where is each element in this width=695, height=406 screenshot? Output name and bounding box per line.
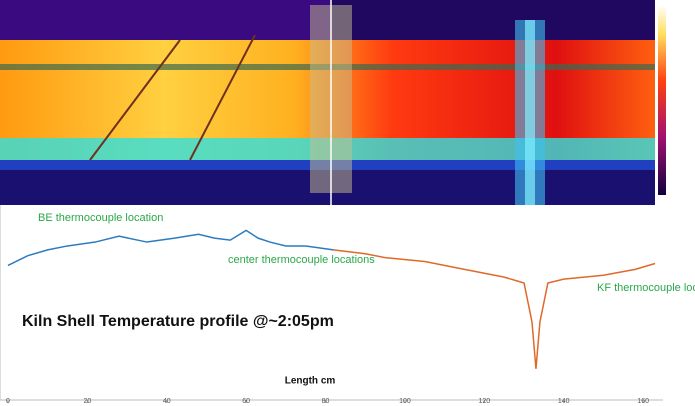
- thermal-image: [0, 0, 666, 205]
- x-tick-label: 140: [558, 398, 570, 405]
- x-tick-label: 40: [163, 398, 171, 405]
- annotation: KF thermocouple location: [597, 282, 695, 294]
- data-line: [333, 249, 656, 369]
- plot-area: [0, 205, 695, 406]
- x-tick-label: 100: [399, 398, 411, 405]
- x-tick-label: 120: [479, 398, 491, 405]
- x-tick-label: 0: [6, 398, 10, 405]
- x-tick-label: 80: [322, 398, 330, 405]
- annotation: center thermocouple locations: [228, 254, 375, 266]
- x-tick-label: 60: [242, 398, 250, 405]
- data-line: [7, 229, 334, 267]
- x-tick-label: 20: [83, 398, 91, 405]
- x-tick-label: 160: [637, 398, 649, 405]
- x-axis-label: Length cm: [285, 376, 336, 387]
- annotation: BE thermocouple location: [38, 212, 163, 224]
- chart-title: Kiln Shell Temperature profile @~2:05pm: [22, 313, 334, 330]
